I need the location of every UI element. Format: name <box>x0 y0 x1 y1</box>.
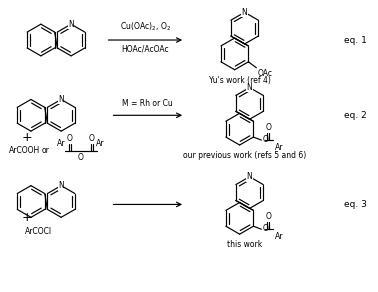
Text: N: N <box>247 172 253 181</box>
Text: Ar: Ar <box>275 143 284 152</box>
Text: eq. 1: eq. 1 <box>344 36 367 44</box>
Text: N: N <box>247 83 253 92</box>
Text: O: O <box>262 224 268 233</box>
Text: N: N <box>58 181 64 190</box>
Text: O: O <box>262 135 268 144</box>
Text: O: O <box>89 134 94 143</box>
Text: our previous work (refs 5 and 6): our previous work (refs 5 and 6) <box>183 151 306 160</box>
Text: Ar: Ar <box>96 139 105 148</box>
Text: or: or <box>41 147 49 155</box>
Text: Ar: Ar <box>57 139 65 148</box>
Text: O: O <box>265 123 271 132</box>
Text: this work: this work <box>227 240 262 249</box>
Text: ArCOCl: ArCOCl <box>25 227 52 236</box>
Text: eq. 3: eq. 3 <box>344 200 367 209</box>
Text: N: N <box>58 95 64 104</box>
Text: O: O <box>78 153 84 162</box>
Text: +: + <box>22 211 32 224</box>
Text: eq. 2: eq. 2 <box>344 111 367 120</box>
Text: O: O <box>265 212 271 221</box>
Text: N: N <box>242 8 248 17</box>
Text: +: + <box>22 131 32 144</box>
Text: O: O <box>67 134 73 143</box>
Text: N: N <box>68 20 74 29</box>
Text: Yu's work (ref 4): Yu's work (ref 4) <box>209 76 271 85</box>
Text: Cu(OAc)$_2$, O$_2$: Cu(OAc)$_2$, O$_2$ <box>120 20 171 33</box>
Text: OAc: OAc <box>257 69 273 78</box>
Text: M = Rh or Cu: M = Rh or Cu <box>122 99 173 108</box>
Text: ArCOOH: ArCOOH <box>9 147 40 155</box>
Text: HOAc/AcOAc: HOAc/AcOAc <box>121 45 169 54</box>
Text: Ar: Ar <box>275 232 284 241</box>
